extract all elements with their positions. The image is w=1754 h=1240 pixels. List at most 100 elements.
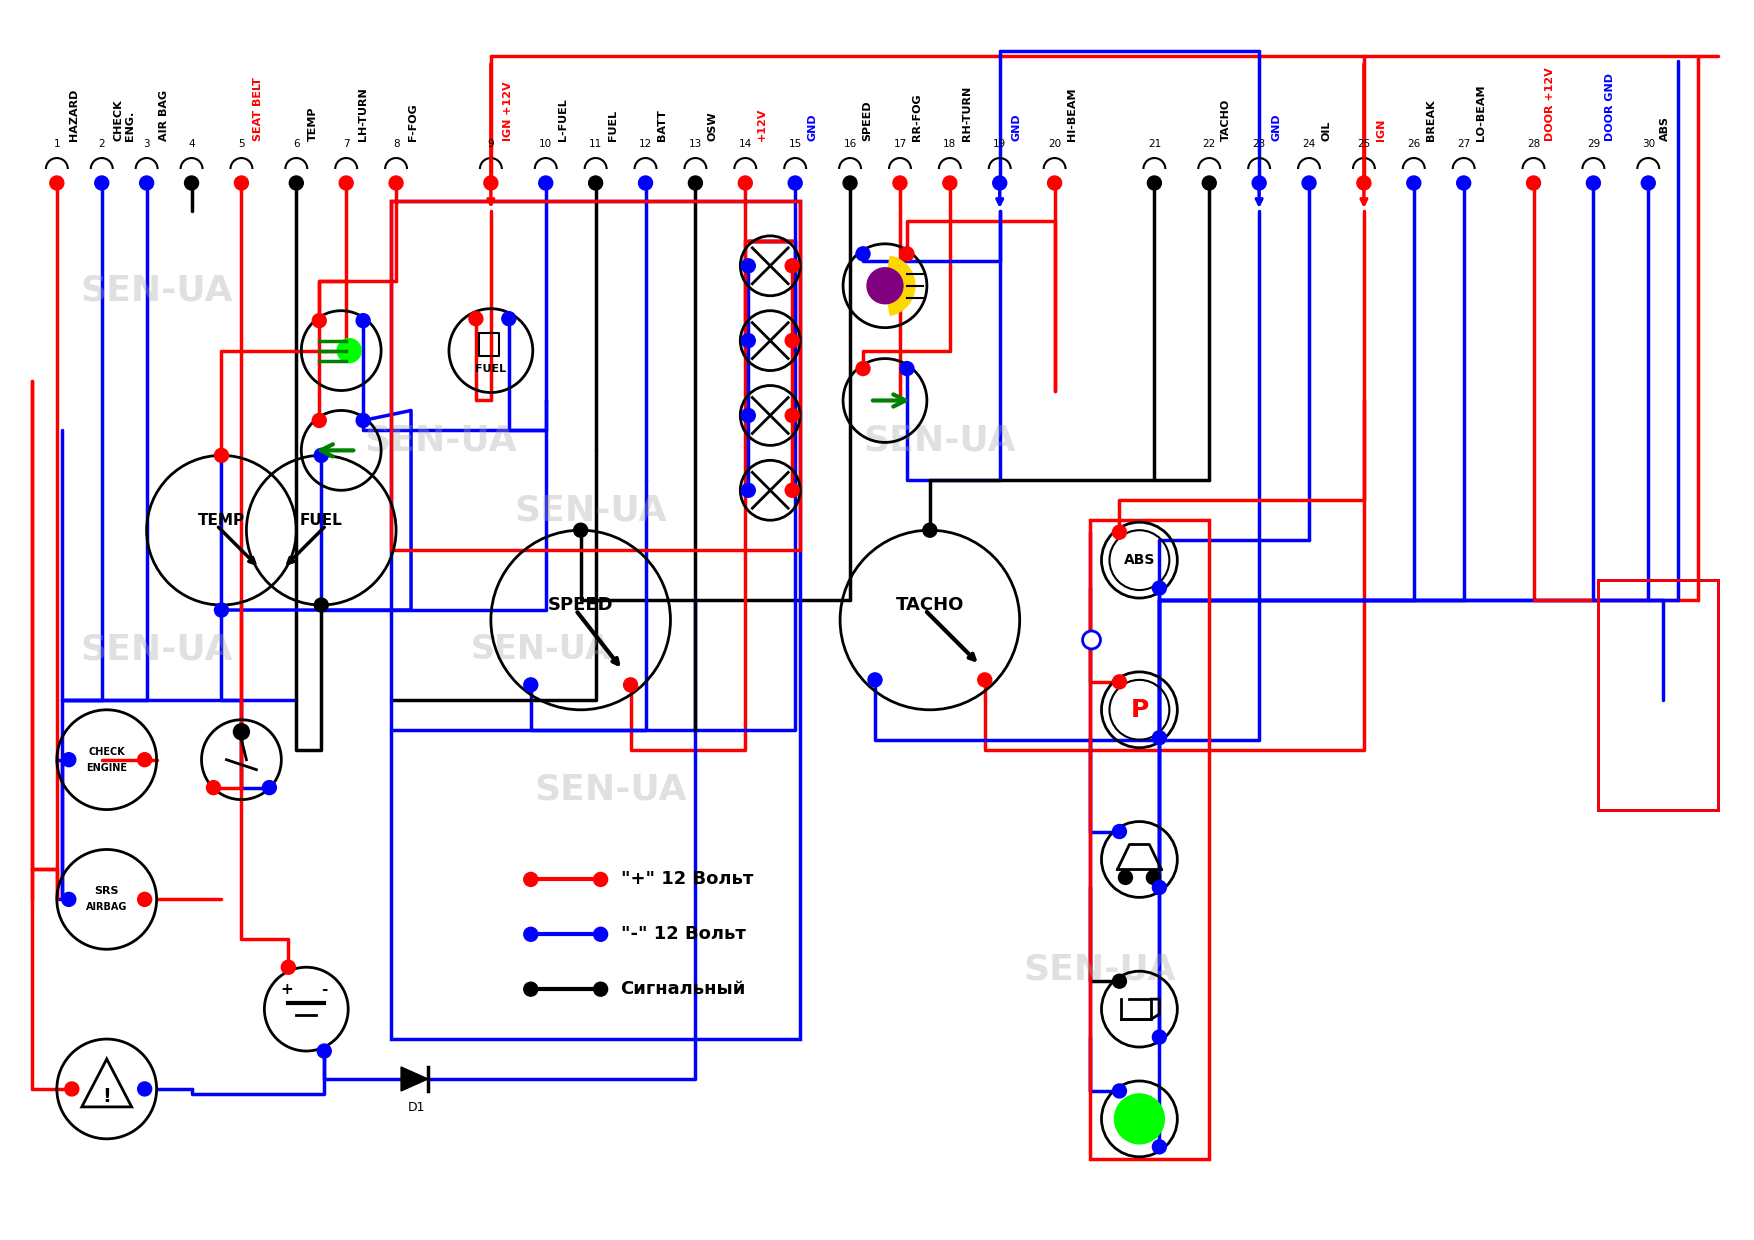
Text: 21: 21 [1147, 139, 1161, 149]
Text: -: - [321, 982, 328, 997]
Bar [1089, 521, 1209, 1159]
Circle shape [1112, 1084, 1126, 1097]
Circle shape [140, 176, 154, 190]
Text: SEN-UA: SEN-UA [365, 423, 517, 458]
Bar [1598, 580, 1719, 810]
Text: GND: GND [1012, 113, 1021, 141]
Circle shape [1152, 582, 1166, 595]
Text: D1: D1 [407, 1101, 424, 1114]
Text: 6: 6 [293, 139, 300, 149]
Text: L-FUEL: L-FUEL [558, 98, 568, 141]
Circle shape [688, 176, 702, 190]
Circle shape [337, 339, 361, 362]
Circle shape [1047, 176, 1061, 190]
Text: TACHO: TACHO [1221, 99, 1231, 141]
Circle shape [1152, 1140, 1166, 1153]
Circle shape [538, 176, 553, 190]
Text: 28: 28 [1528, 139, 1540, 149]
Circle shape [1082, 631, 1100, 649]
Circle shape [233, 724, 249, 740]
Circle shape [1147, 870, 1161, 884]
Circle shape [1112, 526, 1126, 539]
Circle shape [993, 176, 1007, 190]
Circle shape [524, 873, 538, 887]
Bar [391, 201, 800, 1039]
Circle shape [844, 176, 858, 190]
Circle shape [742, 334, 756, 347]
Circle shape [1407, 176, 1421, 190]
Text: CHECK
ENG.: CHECK ENG. [114, 99, 135, 141]
Text: ABS: ABS [1124, 553, 1156, 567]
Text: "+" 12 Вольт: "+" 12 Вольт [621, 870, 752, 888]
Circle shape [502, 311, 516, 326]
Text: "-" 12 Вольт: "-" 12 Вольт [621, 925, 745, 944]
Text: SEN-UA: SEN-UA [1023, 952, 1175, 986]
Circle shape [524, 982, 538, 996]
Circle shape [856, 362, 870, 376]
Text: 14: 14 [738, 139, 752, 149]
Circle shape [289, 176, 303, 190]
Text: HAZARD: HAZARD [68, 89, 79, 141]
Text: AIR BAG: AIR BAG [158, 91, 168, 141]
Text: 25: 25 [1358, 139, 1370, 149]
Circle shape [589, 176, 603, 190]
Text: OIL: OIL [1321, 120, 1331, 141]
Circle shape [786, 259, 800, 273]
Text: SEN-UA: SEN-UA [863, 423, 1016, 458]
Text: 19: 19 [993, 139, 1007, 149]
Circle shape [263, 781, 277, 795]
Circle shape [868, 673, 882, 687]
Circle shape [742, 259, 756, 273]
Circle shape [593, 928, 607, 941]
Text: 9: 9 [488, 139, 495, 149]
Circle shape [1114, 1094, 1165, 1143]
Text: SEN-UA: SEN-UA [81, 274, 233, 308]
Wedge shape [886, 257, 916, 315]
Circle shape [574, 523, 588, 537]
Circle shape [638, 176, 652, 190]
Circle shape [207, 781, 221, 795]
Circle shape [317, 1044, 332, 1058]
Text: 11: 11 [589, 139, 602, 149]
Circle shape [312, 314, 326, 327]
Circle shape [524, 678, 538, 692]
Circle shape [61, 753, 75, 766]
Text: 3: 3 [144, 139, 149, 149]
Circle shape [742, 484, 756, 497]
Circle shape [856, 247, 870, 260]
Text: SEN-UA: SEN-UA [535, 773, 688, 806]
Circle shape [1152, 730, 1166, 745]
Circle shape [356, 413, 370, 428]
Circle shape [61, 893, 75, 906]
Text: 12: 12 [638, 139, 652, 149]
Text: 15: 15 [789, 139, 802, 149]
Text: TEMP: TEMP [309, 107, 317, 141]
Text: 4: 4 [188, 139, 195, 149]
Circle shape [786, 408, 800, 423]
Circle shape [900, 362, 914, 376]
Text: 1: 1 [54, 139, 60, 149]
Text: 10: 10 [538, 139, 553, 149]
Text: !: ! [102, 1087, 111, 1106]
Text: IGN +12V: IGN +12V [503, 82, 512, 141]
Text: 30: 30 [1642, 139, 1654, 149]
Bar [391, 201, 800, 551]
Text: DOOR +12V: DOOR +12V [1545, 67, 1556, 141]
Circle shape [314, 449, 328, 463]
Circle shape [314, 598, 328, 613]
Circle shape [1147, 176, 1161, 190]
Text: CHECK: CHECK [88, 746, 125, 756]
Circle shape [65, 1083, 79, 1096]
Circle shape [235, 176, 249, 190]
Circle shape [786, 334, 800, 347]
Circle shape [184, 176, 198, 190]
Circle shape [524, 928, 538, 941]
Circle shape [1358, 176, 1372, 190]
Circle shape [1252, 176, 1266, 190]
Text: 17: 17 [893, 139, 907, 149]
Circle shape [1201, 176, 1216, 190]
Circle shape [742, 408, 756, 423]
Circle shape [893, 176, 907, 190]
Circle shape [49, 176, 63, 190]
Text: FUEL: FUEL [475, 363, 507, 373]
